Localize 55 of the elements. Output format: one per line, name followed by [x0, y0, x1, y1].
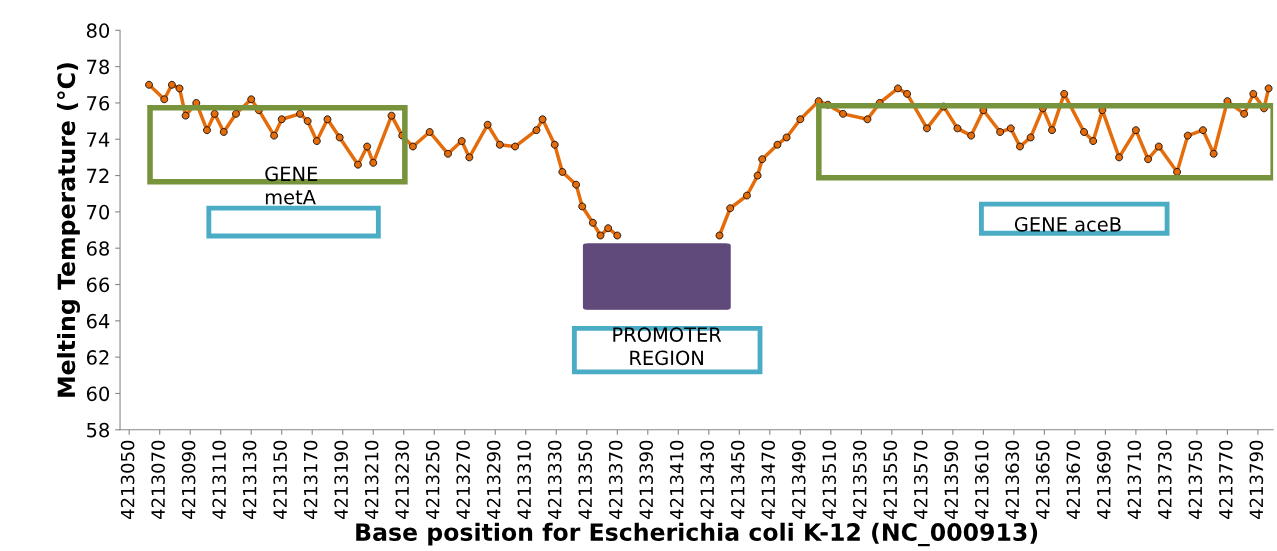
- y-axis-title: Melting Temperature (°C): [56, 63, 81, 397]
- x-tick-label: 4213170: [303, 440, 318, 520]
- y-tick-label: 64: [86, 313, 110, 329]
- y-tick-label: 62: [86, 350, 109, 365]
- x-tick-label: 4213630: [1005, 440, 1020, 520]
- y-tick-label: 66: [86, 277, 110, 293]
- x-tick-label: 4213110: [212, 440, 226, 520]
- x-tick-label: 4213410: [669, 440, 684, 520]
- y-tick-label: 68: [86, 241, 109, 256]
- x-tick-label: 4213490: [791, 440, 806, 520]
- x-axis-title: Base position for Escherichia coli K-12 (NC_000913): [356, 522, 1038, 547]
- x-tick-label: 4213770: [1218, 440, 1233, 520]
- y-tick-label: 60: [86, 386, 110, 402]
- x-tick-label: 4213330: [547, 440, 562, 520]
- x-tick-label: 4213710: [1127, 440, 1142, 520]
- x-tick-label: 4213370: [608, 440, 623, 520]
- y-tick-label: 76: [87, 95, 110, 111]
- x-tick-label: 4213390: [639, 440, 654, 520]
- x-tick-label: 4213690: [1096, 440, 1111, 520]
- x-tick-label: 4213070: [151, 440, 165, 520]
- x-tick-label: 4213230: [395, 440, 409, 520]
- y-tick-label: 80: [86, 23, 110, 38]
- x-tick-label: 4213550: [883, 440, 898, 520]
- x-tick-label: 4213470: [761, 440, 776, 520]
- x-tick-label: 4213670: [1066, 440, 1081, 520]
- x-tick-label: 4213350: [578, 440, 593, 520]
- x-tick-label: 4213730: [1157, 440, 1172, 520]
- x-tick-label: 4213790: [1249, 440, 1264, 520]
- x-tick-label: 4213250: [425, 440, 440, 520]
- x-tick-label: 4213450: [730, 440, 745, 520]
- x-tick-label: 4213130: [242, 440, 257, 520]
- x-tick-label: 4213210: [364, 440, 379, 520]
- x-tick-label: 4213430: [700, 440, 715, 520]
- x-tick-label: 4213150: [273, 440, 287, 520]
- x-tick-label: 4213270: [456, 440, 470, 520]
- y-tick-label: 58: [87, 422, 109, 438]
- x-tick-label: 4213610: [974, 440, 989, 520]
- x-tick-label: 4213090: [181, 440, 196, 520]
- x-tick-label: 4213290: [486, 440, 501, 520]
- x-tick-label: 4213050: [120, 440, 135, 520]
- y-tick-label: 72: [87, 168, 109, 183]
- x-tick-label: 4213570: [913, 440, 928, 520]
- x-tick-label: 4213750: [1188, 440, 1203, 520]
- y-tick-label: 70: [87, 204, 110, 220]
- x-tick-label: 4213310: [517, 440, 532, 520]
- x-tick-label: 4213530: [852, 440, 867, 520]
- annotation: GENE metA: [265, 166, 318, 205]
- y-tick-label: 74: [87, 132, 110, 147]
- y-tick-label: 78: [87, 59, 109, 75]
- x-tick-label: 4213190: [334, 440, 348, 520]
- annotation: GENE aceB: [1014, 216, 1121, 232]
- annotation: PROMOTER REGION: [613, 327, 722, 366]
- x-tick-label: 4213510: [822, 440, 837, 520]
- x-tick-label: 4213650: [1035, 440, 1050, 520]
- x-tick-label: 4213590: [944, 440, 959, 520]
